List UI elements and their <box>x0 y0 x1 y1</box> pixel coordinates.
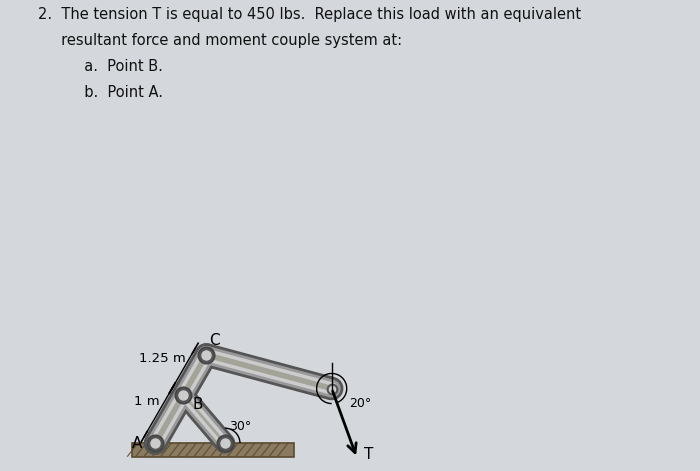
Text: 20°: 20° <box>349 397 372 410</box>
Text: 30°: 30° <box>230 420 252 433</box>
Text: a.  Point B.: a. Point B. <box>38 59 163 74</box>
Text: T: T <box>364 447 373 462</box>
Text: C: C <box>209 333 219 348</box>
Text: 1.25 m: 1.25 m <box>139 352 186 365</box>
Text: A: A <box>132 436 143 451</box>
Text: B: B <box>193 397 203 412</box>
Text: resultant force and moment couple system at:: resultant force and moment couple system… <box>38 33 402 48</box>
Text: 2.  The tension T is equal to 450 lbs.  Replace this load with an equivalent: 2. The tension T is equal to 450 lbs. Re… <box>38 7 582 22</box>
Polygon shape <box>132 443 295 457</box>
Text: 1 m: 1 m <box>134 395 160 408</box>
Text: b.  Point A.: b. Point A. <box>38 85 164 100</box>
